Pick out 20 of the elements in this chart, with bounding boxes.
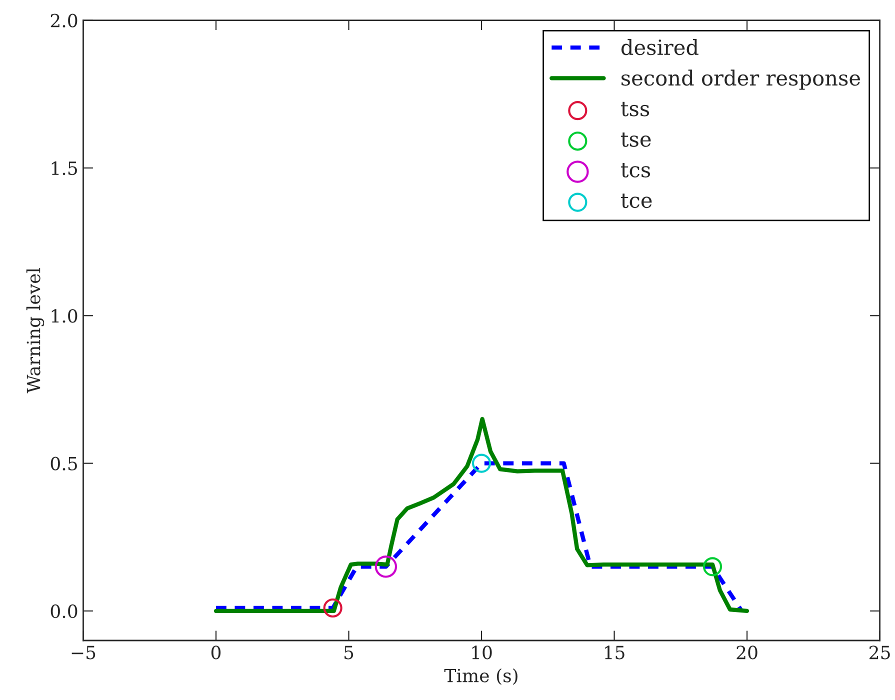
legend-label: second order response (622, 70, 860, 90)
legend-label: tce (620, 194, 652, 208)
x-tick-label: −5 (72, 646, 96, 660)
legend-label: tcs (620, 163, 650, 178)
x-tick-label: 25 (870, 646, 890, 660)
x-tick-label: 20 (736, 646, 758, 660)
legend-label: tss (620, 102, 650, 116)
legend-label: tse (620, 132, 651, 147)
x-tick-label: 0 (211, 646, 221, 660)
x-tick-label: 10 (472, 646, 492, 660)
y-tick-label: 2.0 (50, 14, 78, 28)
y-tick-label: 0.5 (50, 456, 77, 470)
x-tick-label: 5 (344, 646, 354, 660)
x-axis-title: Time (s) (444, 668, 518, 685)
y-tick-label: 1.5 (52, 161, 77, 176)
x-tick-label: 15 (604, 646, 624, 660)
y-axis-title: Warning level (26, 268, 44, 394)
y-tick-label: 1.0 (52, 309, 78, 323)
y-tick-label: 0.0 (50, 604, 78, 618)
legend-label: desired (621, 39, 698, 56)
